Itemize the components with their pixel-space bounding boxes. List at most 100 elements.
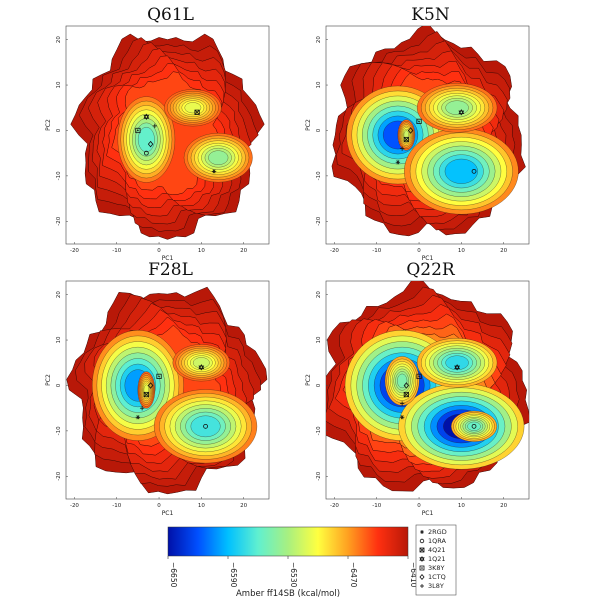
legend-entry: 4Q21 xyxy=(419,546,446,554)
y-tick-label: 20 xyxy=(316,291,322,298)
marker-3L8Y xyxy=(139,405,145,411)
x-tick-label: -10 xyxy=(372,503,381,509)
marker-3L8Y xyxy=(399,146,405,151)
colorbar-label: Amber ff14SB (kcal/mol) xyxy=(236,589,340,599)
y-tick-label: 0 xyxy=(56,128,62,132)
marker-4Q21 xyxy=(194,109,200,115)
marker-1QRA xyxy=(471,423,477,429)
free-energy-landscape xyxy=(70,33,265,240)
legend-entry-label: 3L8Y xyxy=(428,582,444,590)
y-tick-label: -20 xyxy=(56,216,62,225)
x-tick-label: -10 xyxy=(112,503,121,509)
panel-F28L: F28L -20 -10 0 10 20 20 10 0 -10 -20 PC1 PC2 xyxy=(45,260,270,517)
energy-well-contour xyxy=(467,421,481,431)
x-tick-label: 20 xyxy=(500,248,507,254)
marker-1CTQ xyxy=(419,573,425,581)
energy-well-contour xyxy=(143,384,150,396)
marker-3K8Y xyxy=(416,118,422,124)
x-tick-label: 0 xyxy=(157,248,161,254)
legend-entry-label: 2RGD xyxy=(428,528,447,536)
marker-1Q21 xyxy=(458,109,465,116)
legend-entry-label: 4Q21 xyxy=(428,546,446,554)
marker-3L8Y xyxy=(420,584,424,588)
legend-entry: 1QRA xyxy=(419,537,447,545)
marker-2RGD xyxy=(399,415,405,420)
energy-well-contour xyxy=(192,357,210,369)
energy-well-contour xyxy=(397,373,408,389)
x-axis-label: PC1 xyxy=(422,255,434,262)
x-tick-label: 10 xyxy=(198,503,205,509)
free-energy-landscape xyxy=(331,26,526,237)
colorbar-tick-label: −6410 xyxy=(409,562,418,588)
legend-entry: 2RGD xyxy=(420,528,447,536)
marker-1Q21 xyxy=(419,556,425,562)
y-tick-label: 20 xyxy=(56,291,62,298)
marker-1QRA xyxy=(143,150,149,156)
colorbar-tick-label: −6650 xyxy=(169,562,178,588)
y-tick-label: 20 xyxy=(56,36,62,43)
marker-1CTQ xyxy=(147,382,154,389)
marker-4Q21 xyxy=(403,136,409,143)
marker-3K8Y xyxy=(156,373,162,379)
panel-title: K5N xyxy=(411,5,450,25)
marker-1QRA xyxy=(419,538,425,544)
energy-well-contour xyxy=(137,127,155,153)
legend-entry-label: 1CTQ xyxy=(428,573,446,581)
x-tick-label: -20 xyxy=(70,248,79,254)
legend-entry: 3L8Y xyxy=(420,582,444,590)
y-tick-label: -10 xyxy=(56,171,62,180)
marker-2RGD xyxy=(420,530,424,534)
marker-3K8Y xyxy=(135,127,141,134)
legend-entry: 1Q21 xyxy=(419,555,446,563)
marker-3K8Y xyxy=(416,373,422,379)
marker-2RGD xyxy=(211,169,217,174)
marker-1CTQ xyxy=(407,127,414,134)
y-tick-label: -20 xyxy=(56,471,62,480)
colorbar-tick-label: −6590 xyxy=(229,562,238,588)
y-axis-label: PC2 xyxy=(45,119,52,131)
colorbar-tick-label: −6470 xyxy=(349,562,358,588)
marker-3K8Y xyxy=(419,565,425,571)
panel-K5N: K5N -20 -10 0 10 20 20 10 0 -10 -20 PC1 PC2 xyxy=(305,5,530,262)
x-tick-label: -20 xyxy=(330,503,339,509)
energy-well-contour xyxy=(190,415,221,438)
x-tick-label: -10 xyxy=(112,248,121,254)
x-tick-label: -10 xyxy=(372,248,381,254)
x-axis-label: PC1 xyxy=(422,510,434,517)
energy-well-contour xyxy=(208,150,229,165)
colorbar-tick-label: −6530 xyxy=(289,562,298,588)
y-tick-label: -10 xyxy=(316,171,322,180)
marker-1CTQ xyxy=(147,140,154,148)
colorbar: −6650 −6590 −6530 −6470 −6410 Amber ff14SB (… xyxy=(167,526,418,599)
x-tick-label: -20 xyxy=(70,503,79,509)
energy-well-contour xyxy=(184,102,202,114)
x-tick-label: 0 xyxy=(417,248,421,254)
marker-3L8Y xyxy=(152,123,158,129)
panels: Q61L -20 -10 0 10 20 20 10 0 -10 -20 PC1 PC2 K5N -20 -1… xyxy=(45,5,530,517)
x-tick-label: -20 xyxy=(330,248,339,254)
y-tick-label: 10 xyxy=(316,336,322,343)
marker-4Q21 xyxy=(143,391,149,398)
marker-1QRA xyxy=(471,168,477,174)
panel-title: Q22R xyxy=(406,260,456,280)
x-tick-label: 10 xyxy=(458,503,465,509)
panel-title: Q61L xyxy=(147,5,194,25)
energy-well-contour xyxy=(444,158,478,184)
y-tick-label: 10 xyxy=(56,81,62,88)
y-tick-label: 20 xyxy=(316,36,322,43)
y-axis-label: PC2 xyxy=(305,374,312,386)
x-tick-label: 0 xyxy=(157,503,161,509)
marker-1CTQ xyxy=(403,382,410,389)
y-tick-label: -10 xyxy=(316,426,322,435)
y-axis-label: PC2 xyxy=(45,374,52,386)
x-tick-label: 10 xyxy=(458,248,465,254)
y-tick-label: 0 xyxy=(316,128,322,132)
legend-entry-label: 3K8Y xyxy=(428,564,445,572)
x-tick-label: 20 xyxy=(240,248,247,254)
marker-3L8Y xyxy=(399,401,405,406)
legend-entry-label: 1QRA xyxy=(428,537,447,545)
y-tick-label: -20 xyxy=(316,216,322,225)
x-tick-label: 20 xyxy=(500,503,507,509)
